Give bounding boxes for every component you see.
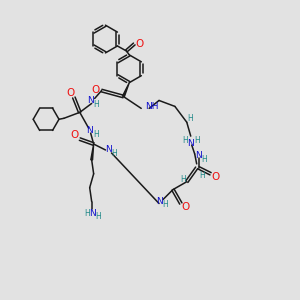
Text: H: H bbox=[187, 114, 193, 123]
Text: H: H bbox=[112, 149, 117, 158]
Text: H: H bbox=[182, 136, 188, 145]
Text: O: O bbox=[92, 85, 100, 94]
Text: H: H bbox=[162, 200, 168, 209]
Text: N: N bbox=[188, 139, 194, 148]
Text: N: N bbox=[195, 152, 202, 160]
Text: NH: NH bbox=[145, 102, 159, 111]
Text: N: N bbox=[156, 197, 162, 206]
Text: H: H bbox=[199, 171, 205, 180]
Text: N: N bbox=[105, 146, 112, 154]
Text: O: O bbox=[212, 172, 220, 182]
Text: O: O bbox=[182, 202, 190, 212]
Text: H: H bbox=[96, 212, 101, 221]
Text: H: H bbox=[180, 175, 186, 184]
Text: H: H bbox=[194, 136, 200, 145]
Text: N: N bbox=[87, 96, 94, 105]
Text: N: N bbox=[86, 126, 93, 135]
Text: N: N bbox=[89, 209, 96, 218]
Polygon shape bbox=[91, 144, 94, 160]
Text: H: H bbox=[93, 130, 98, 139]
Polygon shape bbox=[122, 82, 129, 97]
Text: H: H bbox=[94, 100, 100, 109]
Text: O: O bbox=[135, 39, 143, 49]
Text: H: H bbox=[84, 209, 90, 218]
Text: O: O bbox=[71, 130, 79, 140]
Text: H: H bbox=[202, 155, 208, 164]
Text: O: O bbox=[67, 88, 75, 98]
